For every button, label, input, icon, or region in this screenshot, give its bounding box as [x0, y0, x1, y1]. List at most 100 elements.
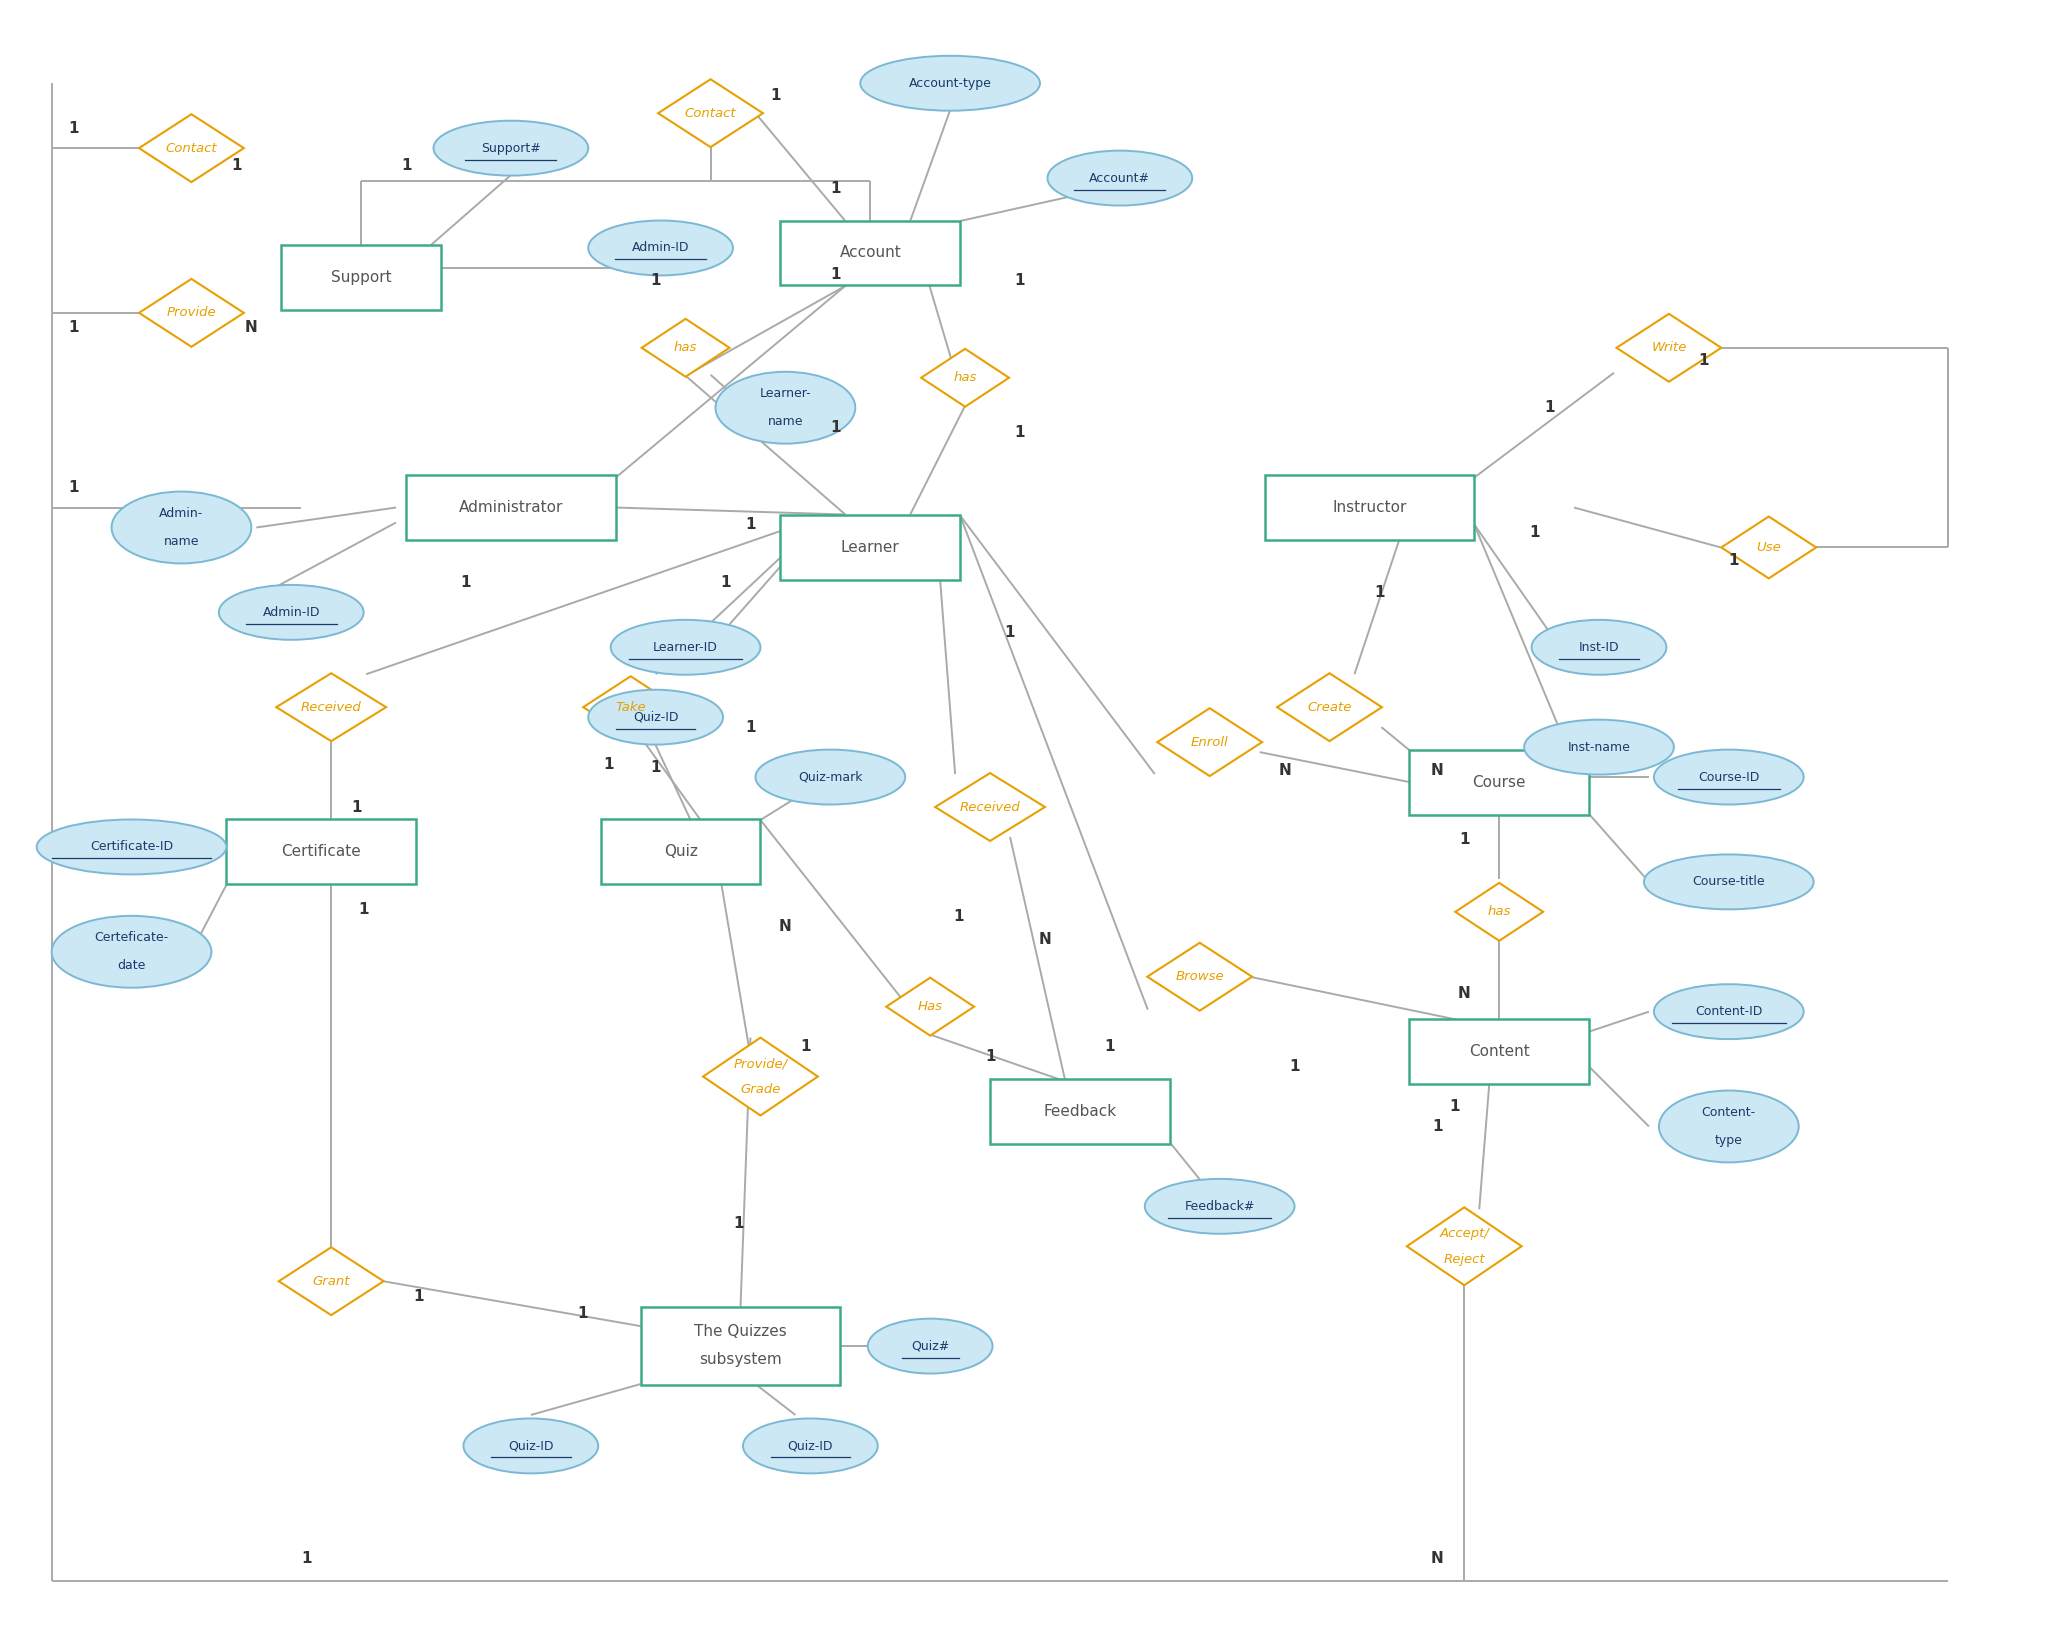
Ellipse shape [463, 1418, 599, 1474]
Text: Write: Write [1651, 341, 1686, 354]
Text: Admin-ID: Admin-ID [261, 605, 319, 619]
Ellipse shape [756, 749, 906, 805]
Text: 1: 1 [1699, 353, 1709, 369]
Text: 1: 1 [1289, 1059, 1299, 1074]
Text: has: has [953, 370, 976, 384]
Ellipse shape [51, 916, 212, 987]
Polygon shape [140, 114, 243, 183]
Text: Use: Use [1756, 540, 1781, 553]
Polygon shape [920, 349, 1009, 406]
Ellipse shape [1048, 150, 1192, 206]
Text: Account#: Account# [1089, 171, 1151, 184]
Text: Contact: Contact [165, 142, 218, 155]
Ellipse shape [1653, 984, 1804, 1040]
Text: Reject: Reject [1443, 1253, 1485, 1266]
Text: 1: 1 [1433, 1120, 1443, 1134]
Text: Quiz#: Quiz# [910, 1340, 949, 1353]
Text: Grade: Grade [741, 1084, 780, 1097]
Polygon shape [1147, 943, 1252, 1010]
Text: Quiz: Quiz [663, 844, 698, 860]
Polygon shape [935, 774, 1046, 840]
Polygon shape [1277, 674, 1382, 741]
Text: 1: 1 [721, 574, 731, 589]
Text: 1: 1 [1530, 526, 1540, 540]
Text: 1: 1 [984, 1049, 994, 1064]
Text: Accept/: Accept/ [1439, 1227, 1489, 1240]
Text: Received: Received [301, 700, 362, 713]
Text: Has: Has [918, 1000, 943, 1013]
Ellipse shape [1653, 749, 1804, 805]
Polygon shape [642, 318, 729, 377]
Text: 1: 1 [830, 268, 840, 282]
Ellipse shape [1643, 855, 1814, 909]
Text: Provide/: Provide/ [733, 1058, 787, 1071]
Text: 1: 1 [651, 759, 661, 775]
Text: Content-: Content- [1701, 1106, 1756, 1120]
Polygon shape [1456, 883, 1542, 940]
FancyBboxPatch shape [601, 819, 760, 885]
Text: Instructor: Instructor [1332, 499, 1406, 516]
Polygon shape [885, 978, 974, 1036]
Text: Quiz-mark: Quiz-mark [799, 770, 863, 783]
Text: Quiz-ID: Quiz-ID [509, 1439, 554, 1452]
Text: Learner-ID: Learner-ID [653, 641, 719, 654]
FancyBboxPatch shape [1408, 1018, 1590, 1084]
Ellipse shape [1532, 620, 1666, 674]
Text: The Quizzes: The Quizzes [694, 1324, 787, 1338]
Polygon shape [1406, 1208, 1522, 1286]
Text: 1: 1 [733, 1216, 743, 1231]
Ellipse shape [589, 220, 733, 276]
FancyBboxPatch shape [1408, 749, 1590, 814]
Ellipse shape [111, 491, 251, 563]
Text: Support: Support [331, 271, 391, 286]
Text: 1: 1 [68, 480, 78, 494]
Text: 1: 1 [603, 757, 614, 772]
Text: subsystem: subsystem [700, 1351, 782, 1366]
Text: Take: Take [616, 700, 647, 713]
FancyBboxPatch shape [406, 475, 616, 540]
Text: Feedback: Feedback [1044, 1103, 1116, 1120]
Ellipse shape [434, 121, 589, 176]
Text: name: name [165, 535, 200, 548]
FancyBboxPatch shape [780, 516, 959, 579]
Text: 1: 1 [301, 1552, 311, 1567]
Text: has: has [673, 341, 698, 354]
Text: type: type [1715, 1134, 1742, 1147]
Text: 1: 1 [68, 121, 78, 135]
Polygon shape [1616, 313, 1721, 382]
Text: 1: 1 [414, 1289, 424, 1304]
Text: Quiz-ID: Quiz-ID [632, 710, 677, 723]
Text: Received: Received [959, 801, 1021, 813]
Text: 1: 1 [1015, 426, 1025, 441]
Text: 1: 1 [1015, 274, 1025, 289]
Text: 1: 1 [402, 158, 412, 173]
Text: date: date [117, 960, 146, 973]
Text: N: N [1431, 1552, 1443, 1567]
Text: Create: Create [1307, 700, 1351, 713]
Text: 1: 1 [68, 320, 78, 335]
Text: Course: Course [1472, 775, 1526, 790]
Text: Certificate-ID: Certificate-ID [91, 840, 173, 854]
FancyBboxPatch shape [990, 1079, 1170, 1144]
Text: Certeficate-: Certeficate- [95, 932, 169, 945]
Text: 1: 1 [1005, 625, 1015, 640]
FancyBboxPatch shape [640, 1307, 840, 1386]
Ellipse shape [589, 690, 723, 744]
Text: Inst-ID: Inst-ID [1579, 641, 1618, 654]
Text: 1: 1 [770, 88, 780, 103]
Text: Content-ID: Content-ID [1695, 1005, 1763, 1018]
Text: Feedback#: Feedback# [1184, 1200, 1254, 1213]
Ellipse shape [861, 55, 1040, 111]
Polygon shape [278, 1247, 383, 1315]
Text: Support#: Support# [482, 142, 542, 155]
Text: Browse: Browse [1176, 971, 1223, 982]
Ellipse shape [37, 819, 226, 875]
Text: N: N [1279, 762, 1291, 777]
Text: Administrator: Administrator [459, 499, 562, 516]
Text: 1: 1 [830, 419, 840, 436]
Polygon shape [1721, 516, 1816, 578]
Polygon shape [583, 676, 677, 738]
Ellipse shape [743, 1418, 877, 1474]
Text: 1: 1 [1104, 1040, 1116, 1054]
Text: Admin-ID: Admin-ID [632, 242, 690, 255]
